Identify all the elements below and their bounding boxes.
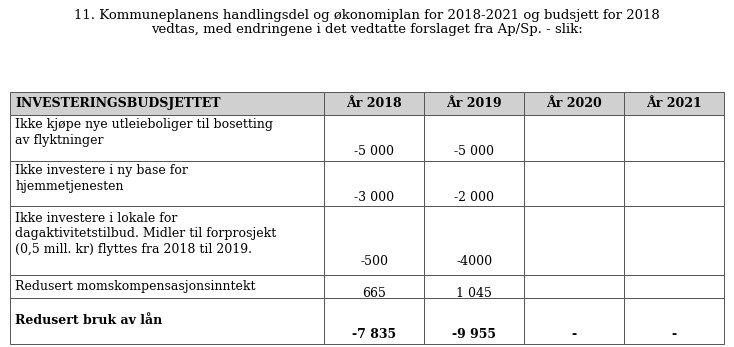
Text: -: - — [572, 328, 577, 341]
Bar — [324, 298, 424, 344]
Text: -3 000: -3 000 — [354, 191, 394, 204]
Text: -500: -500 — [360, 255, 388, 268]
Text: -9 955: -9 955 — [452, 328, 496, 341]
Bar — [424, 161, 524, 206]
Bar — [524, 298, 625, 344]
Bar — [10, 92, 324, 115]
Bar — [625, 298, 724, 344]
Bar — [625, 115, 724, 161]
Text: -5 000: -5 000 — [454, 145, 494, 158]
Bar — [424, 92, 524, 115]
Bar — [524, 115, 625, 161]
Bar — [324, 115, 424, 161]
Text: Ikke investere i lokale for
dagaktivitetstilbud. Midler til forprosjekt
(0,5 mil: Ikke investere i lokale for dagaktivitet… — [15, 212, 277, 256]
Text: 11. Kommuneplanens handlingsdel og økonomiplan for 2018-2021 og budsjett for 201: 11. Kommuneplanens handlingsdel og økono… — [74, 9, 660, 22]
Bar — [524, 275, 625, 298]
Bar — [424, 275, 524, 298]
Bar — [625, 161, 724, 206]
Bar — [625, 92, 724, 115]
Text: Redusert momskompensasjonsinntekt: Redusert momskompensasjonsinntekt — [15, 280, 256, 293]
Bar — [324, 161, 424, 206]
Bar — [10, 115, 324, 161]
Bar — [424, 298, 524, 344]
Text: Ikke investere i ny base for
hjemmetjenesten: Ikke investere i ny base for hjemmetjene… — [15, 164, 189, 193]
Text: 665: 665 — [362, 287, 386, 300]
Text: År 2018: År 2018 — [346, 97, 402, 110]
Text: Ikke kjøpe nye utleieboliger til bosetting
av flyktninger: Ikke kjøpe nye utleieboliger til bosetti… — [15, 118, 273, 147]
Text: 1 045: 1 045 — [457, 287, 493, 300]
Bar — [324, 92, 424, 115]
Bar — [10, 161, 324, 206]
Bar — [524, 92, 625, 115]
Bar — [10, 206, 324, 275]
Bar — [324, 275, 424, 298]
Text: År 2020: År 2020 — [546, 97, 602, 110]
Bar — [324, 206, 424, 275]
Bar — [524, 161, 625, 206]
Text: -4000: -4000 — [456, 255, 493, 268]
Bar — [10, 298, 324, 344]
Text: vedtas, med endringene i det vedtatte forslaget fra Ap/Sp. - slik:: vedtas, med endringene i det vedtatte fo… — [151, 23, 583, 35]
Text: -2 000: -2 000 — [454, 191, 494, 204]
Text: -5 000: -5 000 — [354, 145, 394, 158]
Text: År 2019: År 2019 — [446, 97, 502, 110]
Bar — [10, 275, 324, 298]
Bar — [424, 206, 524, 275]
Text: Redusert bruk av lån: Redusert bruk av lån — [15, 314, 163, 327]
Text: -7 835: -7 835 — [352, 328, 396, 341]
Text: -: - — [672, 328, 677, 341]
Bar — [424, 115, 524, 161]
Bar — [524, 206, 625, 275]
Bar — [625, 206, 724, 275]
Text: INVESTERINGSBUDSJETTET: INVESTERINGSBUDSJETTET — [15, 97, 221, 110]
Text: År 2021: År 2021 — [647, 97, 702, 110]
Bar — [625, 275, 724, 298]
